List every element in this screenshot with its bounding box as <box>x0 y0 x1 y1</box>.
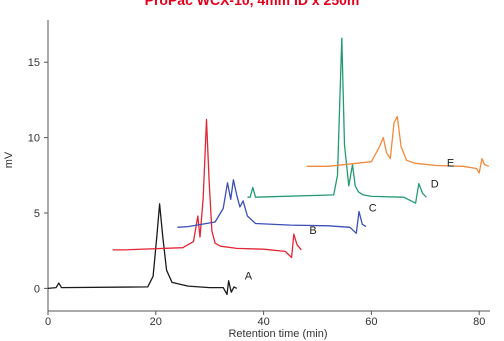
y-tick-label: 0 <box>34 283 40 295</box>
y-axis-label: mV <box>3 151 15 168</box>
y-tick-label: 10 <box>28 133 40 145</box>
y-ticks: 0 5 10 15 <box>28 57 48 295</box>
series-label-a: A <box>245 270 253 282</box>
series-line-c <box>177 179 367 234</box>
y-tick-label: 5 <box>34 208 40 220</box>
x-tick-label: 40 <box>257 316 269 328</box>
series-label-d: D <box>431 178 439 190</box>
series-line-b <box>112 118 302 259</box>
x-tick-label: 20 <box>150 316 162 328</box>
series-line-e <box>306 115 490 174</box>
series-label-c: C <box>369 202 377 214</box>
x-tick-label: 80 <box>473 316 485 328</box>
x-ticks: 0 20 40 60 80 <box>45 311 485 328</box>
x-tick-label: 60 <box>365 316 377 328</box>
series-line-d <box>247 37 427 204</box>
series-label-e: E <box>447 157 454 169</box>
series-label-b: B <box>309 225 316 237</box>
y-tick-label: 15 <box>28 57 40 69</box>
axes <box>47 20 490 312</box>
series-labels: A B C DE <box>245 157 454 282</box>
chart-title: ProPac WCX-10, 4mm ID x 250m <box>145 0 360 8</box>
x-tick-label: 0 <box>45 316 51 328</box>
x-axis-label: Retention time (min) <box>228 328 327 340</box>
series-group <box>47 37 490 296</box>
series-line-a <box>47 203 238 296</box>
